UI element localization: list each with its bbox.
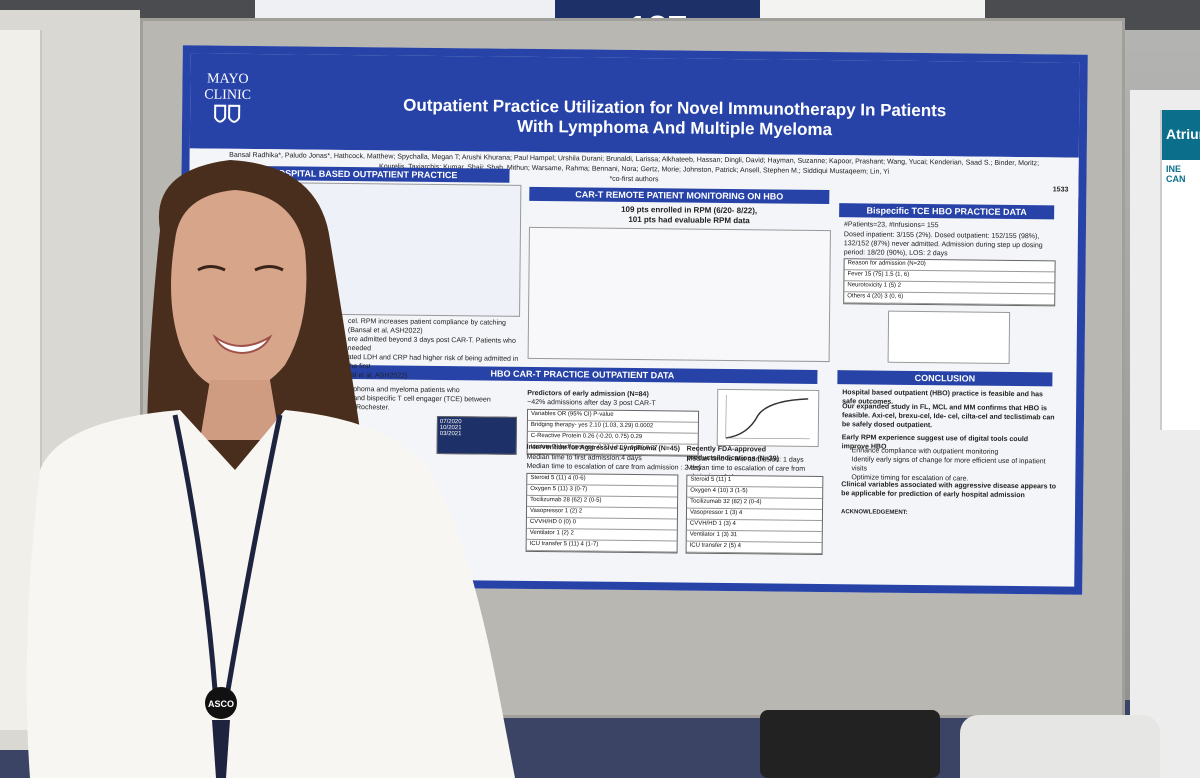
right-poster-title: Atriun <box>1166 126 1200 142</box>
right-eye <box>254 265 284 272</box>
chair <box>960 715 1160 778</box>
admission-curve-icon <box>725 394 810 440</box>
right-poster-subtitle: INE CAN <box>1166 164 1186 184</box>
white-blouse <box>26 410 516 778</box>
badge-strap <box>212 720 230 778</box>
mayo-shield-icon <box>214 104 241 123</box>
right-neighbor-poster: Atriun INE CAN <box>1160 110 1200 430</box>
badge-holder <box>205 687 237 719</box>
lanyard <box>172 414 283 691</box>
asco-badge: ASCO <box>208 699 234 709</box>
mayo-clinic-logo: MAYO CLINIC <box>204 72 251 133</box>
black-chair <box>760 710 940 778</box>
admission-curve-chart <box>716 388 820 447</box>
right-poster-header: Atriun <box>1162 110 1200 160</box>
face <box>171 190 307 393</box>
left-eye <box>197 265 226 272</box>
research-poster: MAYO CLINIC Outpatient Practice Utilizat… <box>177 45 1088 595</box>
neck <box>200 380 280 440</box>
poster-header: MAYO CLINIC Outpatient Practice Utilizat… <box>189 53 1080 158</box>
smile <box>212 333 273 355</box>
